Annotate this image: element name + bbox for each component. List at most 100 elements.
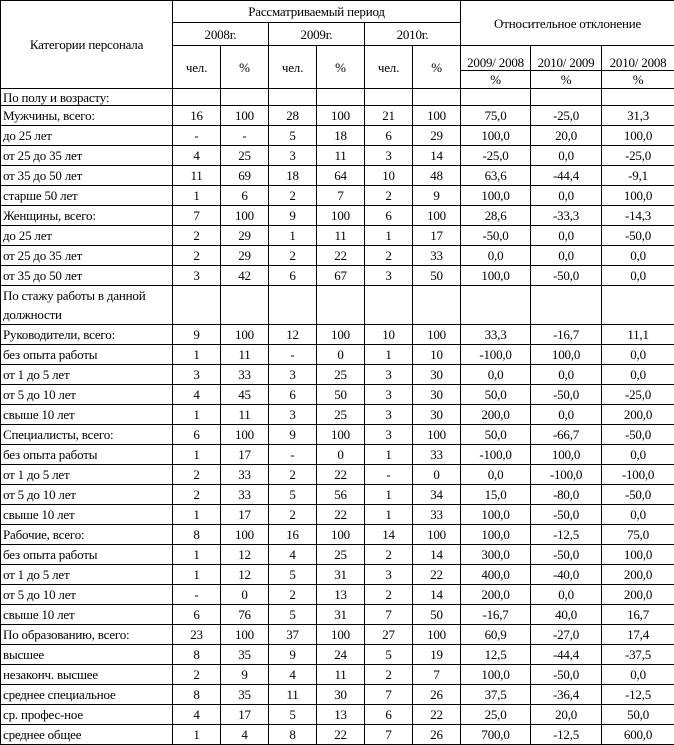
value-cell: 76 bbox=[221, 605, 269, 625]
value-cell: -40,0 bbox=[531, 565, 602, 585]
value-cell: 1 bbox=[173, 545, 221, 565]
value-cell: 12 bbox=[221, 565, 269, 585]
table-header: Категории персонала Рассматриваемый пери… bbox=[1, 1, 674, 89]
value-cell: 17 bbox=[221, 705, 269, 725]
value-cell: 15,0 bbox=[461, 485, 531, 505]
value-cell: 2 bbox=[365, 545, 413, 565]
header-category: Категории персонала bbox=[1, 1, 173, 89]
value-cell: 100 bbox=[413, 425, 461, 445]
value-cell: -25,0 bbox=[602, 146, 674, 166]
value-cell: 3 bbox=[269, 365, 317, 385]
value-cell: -25,0 bbox=[602, 385, 674, 405]
category-label: свыше 10 лет bbox=[1, 505, 173, 525]
category-label: от 5 до 10 лет bbox=[1, 385, 173, 405]
header-people: чел. bbox=[365, 46, 413, 89]
value-cell: 100 bbox=[221, 206, 269, 226]
value-cell: -9,1 bbox=[602, 166, 674, 186]
value-cell: 14 bbox=[365, 525, 413, 545]
category-label: до 25 лет bbox=[1, 226, 173, 246]
value-cell: 7 bbox=[173, 206, 221, 226]
value-cell: 30 bbox=[413, 385, 461, 405]
header-people: чел. bbox=[173, 46, 221, 89]
value-cell: 13 bbox=[317, 585, 365, 605]
value-cell: 5 bbox=[269, 705, 317, 725]
value-cell: 37,5 bbox=[461, 685, 531, 705]
value-cell: 100,0 bbox=[602, 186, 674, 206]
value-cell: 0 bbox=[221, 585, 269, 605]
header-ratio-percent: % bbox=[531, 71, 602, 89]
category-label: среднее специальное bbox=[1, 685, 173, 705]
value-cell: 29 bbox=[221, 226, 269, 246]
value-cell: 400,0 bbox=[461, 565, 531, 585]
value-cell: 18 bbox=[269, 166, 317, 186]
value-cell: -66,7 bbox=[531, 425, 602, 445]
value-cell: 5 bbox=[269, 605, 317, 625]
value-cell: 17 bbox=[413, 226, 461, 246]
value-cell: 22 bbox=[317, 505, 365, 525]
value-cell: 0,0 bbox=[531, 405, 602, 425]
value-cell: 100 bbox=[413, 106, 461, 126]
value-cell: -100,0 bbox=[461, 345, 531, 365]
value-cell: 16 bbox=[173, 106, 221, 126]
value-cell: 0,0 bbox=[602, 505, 674, 525]
value-cell: 2 bbox=[173, 465, 221, 485]
value-cell: -14,3 bbox=[602, 206, 674, 226]
value-cell: 1 bbox=[173, 445, 221, 465]
value-cell: -27,0 bbox=[531, 625, 602, 645]
value-cell: 20,0 bbox=[531, 705, 602, 725]
value-cell: 28 bbox=[269, 106, 317, 126]
header-percent: % bbox=[413, 46, 461, 89]
section-label: По стажу работы в данной должности bbox=[1, 286, 173, 325]
value-cell: 200,0 bbox=[461, 585, 531, 605]
value-cell: 1 bbox=[269, 226, 317, 246]
value-cell: 27 bbox=[365, 625, 413, 645]
value-cell: -50,0 bbox=[602, 485, 674, 505]
value-cell: 4 bbox=[269, 545, 317, 565]
value-cell: 0,0 bbox=[531, 146, 602, 166]
value-cell: 33 bbox=[221, 485, 269, 505]
value-cell: 75,0 bbox=[602, 525, 674, 545]
value-cell: 30 bbox=[413, 365, 461, 385]
value-cell: 31,3 bbox=[602, 106, 674, 126]
value-cell: -50,0 bbox=[531, 545, 602, 565]
value-cell: -12,5 bbox=[602, 685, 674, 705]
header-year-2010: 2010г. bbox=[365, 23, 461, 46]
value-cell: 1 bbox=[365, 345, 413, 365]
value-cell: 3 bbox=[365, 365, 413, 385]
value-cell: -50,0 bbox=[531, 385, 602, 405]
value-cell: 33 bbox=[413, 246, 461, 266]
category-label: от 5 до 10 лет bbox=[1, 485, 173, 505]
value-cell: 26 bbox=[413, 685, 461, 705]
value-cell: 12 bbox=[221, 545, 269, 565]
value-cell: 1 bbox=[365, 505, 413, 525]
category-label: от 1 до 5 лет bbox=[1, 565, 173, 585]
value-cell: 0,0 bbox=[602, 365, 674, 385]
value-cell: -44,4 bbox=[531, 166, 602, 186]
value-cell bbox=[317, 89, 365, 106]
category-label: Рабочие, всего: bbox=[1, 525, 173, 545]
value-cell: 200,0 bbox=[461, 405, 531, 425]
category-label: до 25 лет bbox=[1, 126, 173, 146]
value-cell: 2 bbox=[173, 485, 221, 505]
value-cell: 1 bbox=[365, 445, 413, 465]
value-cell: 4 bbox=[173, 385, 221, 405]
value-cell bbox=[413, 286, 461, 325]
value-cell: 25,0 bbox=[461, 705, 531, 725]
value-cell: 100 bbox=[221, 625, 269, 645]
value-cell: 50,0 bbox=[461, 425, 531, 445]
value-cell: 7 bbox=[365, 685, 413, 705]
value-cell: 6 bbox=[269, 385, 317, 405]
value-cell: -50,0 bbox=[531, 505, 602, 525]
value-cell: 22 bbox=[413, 565, 461, 585]
